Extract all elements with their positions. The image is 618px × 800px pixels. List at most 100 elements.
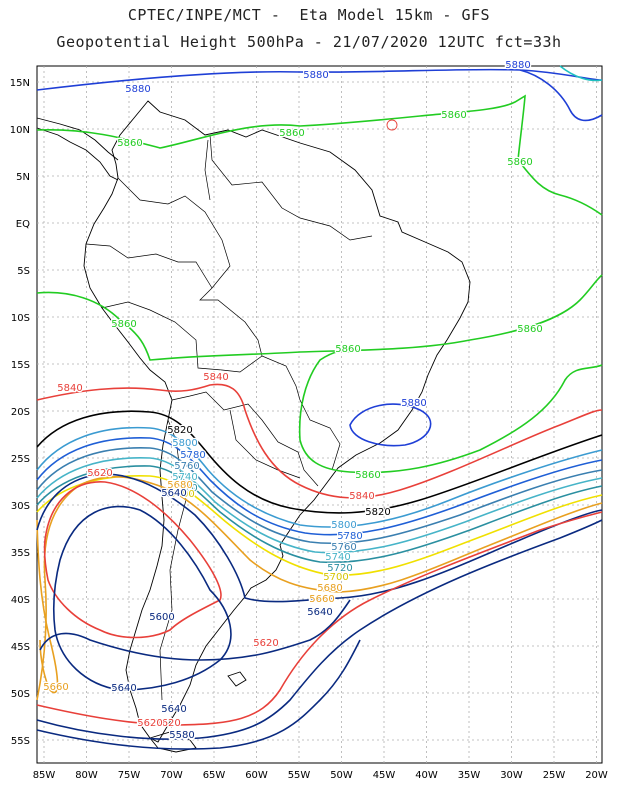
contour-5880-south: [349, 403, 432, 447]
contour-lines: [36, 65, 603, 750]
map-title-line1: CPTEC/INPE/MCT - Eta Model 15km - GFS: [127, 6, 491, 24]
contour-label: 5640: [307, 607, 332, 618]
contour-label: 5860: [117, 138, 142, 149]
contour-5780: [36, 437, 603, 536]
contour-5680: [36, 476, 603, 701]
contour-label: 5800: [172, 438, 197, 449]
lat-tick-label: 5N: [16, 172, 30, 183]
contour-label: 5860: [517, 324, 542, 335]
lat-tick-label: 25S: [11, 454, 30, 465]
contour-5760: [36, 447, 603, 545]
island-marker: [386, 119, 398, 131]
contour-label: 5880: [505, 60, 530, 71]
contour-label: 5620: [253, 638, 278, 649]
contour-5800: [36, 426, 603, 528]
lon-tick-label: 35W: [458, 770, 481, 781]
contour-label: 5880: [303, 70, 328, 81]
lon-tick-label: 85W: [33, 770, 56, 781]
grid-lines: [37, 66, 602, 763]
contour-label: 5640: [161, 488, 186, 499]
contour-label-group: 5880 5880 5880 5860 5860 5860 5860 5860 5860 5860…: [42, 59, 544, 744]
lat-tick-label: EQ: [16, 219, 30, 230]
contour-5840: [36, 383, 603, 499]
contour-label: 5720: [327, 563, 352, 574]
contour-label: 5840: [57, 383, 82, 394]
lon-tick-label: 20W: [585, 770, 608, 781]
contour-label: 5860: [111, 319, 136, 330]
contour-5820: [36, 410, 603, 514]
contour-label: 5680: [167, 480, 192, 491]
contour-label: 5820: [365, 507, 390, 518]
lat-tick-label: 35S: [11, 548, 30, 559]
falklands: [227, 671, 247, 687]
contour-label: 5860: [279, 128, 304, 139]
country-borders: [85, 134, 373, 701]
contour-label: 5600: [169, 731, 194, 742]
contour-5580: [36, 639, 361, 750]
contour-label: 5860: [507, 157, 532, 168]
lat-tick-label: 30S: [11, 501, 30, 512]
contour-label: 5620: [137, 718, 162, 729]
contour-5600: [36, 519, 603, 740]
contour-label: 5700: [323, 572, 348, 583]
contour-label: 5660: [43, 682, 68, 693]
lon-tick-label: 50W: [330, 770, 353, 781]
contour-label: 5620: [87, 468, 112, 479]
lat-tick-label: 50S: [11, 689, 30, 700]
contour-label: 5880: [401, 398, 426, 409]
contour-5660: [36, 519, 59, 694]
lat-tick-label: 55S: [11, 736, 30, 747]
contour-label: 5860: [441, 110, 466, 121]
contour-label: 5880: [125, 84, 150, 95]
contour-5720: [36, 465, 603, 564]
contour-label: 5860: [335, 344, 360, 355]
contour-label: 5760: [174, 461, 199, 472]
contour-label: 5700: [169, 489, 194, 500]
contour-5880-north: [36, 68, 603, 91]
lat-tick-label: 10N: [10, 125, 30, 136]
contour-label: 5580: [169, 730, 194, 741]
contour-5740: [36, 457, 603, 554]
central-america-coast: [36, 127, 119, 181]
contour-5620: [36, 511, 603, 726]
lat-tick-label: 5S: [17, 266, 30, 277]
lon-tick-label: 60W: [245, 770, 268, 781]
contour-5860-middle: [36, 274, 603, 361]
central-america-coast-north: [36, 117, 119, 161]
contour-5700: [36, 474, 603, 577]
contour-label: 5840: [349, 491, 374, 502]
coastlines: [36, 100, 471, 753]
contour-5620-low: [43, 481, 222, 639]
map-title-line2: Geopotential Height 500hPa - 21/07/2020 …: [56, 33, 562, 51]
contour-5900: [559, 65, 603, 82]
lon-tick-label: 65W: [203, 770, 226, 781]
lon-tick-label: 70W: [160, 770, 183, 781]
contour-label: 5680: [317, 583, 342, 594]
contour-label: 5760: [331, 542, 356, 553]
contour-label: 5620: [155, 718, 180, 729]
contour-label: 5740: [172, 472, 197, 483]
lat-tick-label: 15N: [10, 78, 30, 89]
contour-label: 5720: [172, 483, 197, 494]
lon-tick-label: 45W: [373, 770, 396, 781]
lon-tick-label: 25W: [543, 770, 566, 781]
south-america-coast: [83, 100, 471, 743]
contour-label: 5840: [203, 372, 228, 383]
contour-5880-north-b: [519, 69, 603, 122]
contour-label: 5740: [325, 552, 350, 563]
contour-label: 5780: [180, 450, 205, 461]
lat-tick-label: 40S: [11, 595, 30, 606]
lat-tick-label: 15S: [11, 360, 30, 371]
contour-5640-lower: [39, 599, 351, 661]
contour-label: 5640: [111, 683, 136, 694]
lat-tick-label: 20S: [11, 407, 30, 418]
contour-label: 5820: [167, 425, 192, 436]
lon-tick-label: 30W: [500, 770, 523, 781]
lon-tick-label: 40W: [415, 770, 438, 781]
contour-5860-north: [36, 94, 603, 216]
lon-tick-label: 55W: [288, 770, 311, 781]
contour-label: 5800: [331, 520, 356, 531]
contour-label: 5860: [355, 470, 380, 481]
contour-5640: [36, 473, 603, 603]
